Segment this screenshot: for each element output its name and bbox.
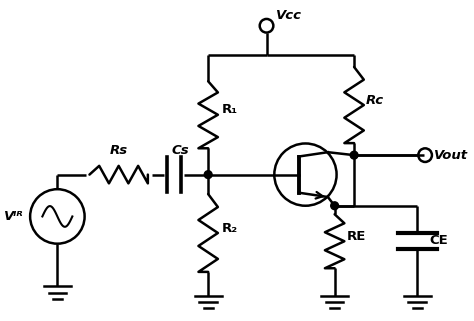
Text: R₂: R₂: [222, 221, 238, 235]
Text: CE: CE: [429, 234, 448, 247]
Circle shape: [204, 171, 212, 178]
Circle shape: [350, 151, 358, 159]
Circle shape: [331, 202, 338, 210]
Text: RE: RE: [346, 230, 365, 243]
Text: Vcc: Vcc: [276, 9, 302, 22]
Text: R₁: R₁: [222, 103, 238, 117]
Text: Cs: Cs: [171, 144, 189, 157]
Text: Vout: Vout: [434, 149, 468, 162]
Text: Vᴵᴿ: Vᴵᴿ: [4, 210, 23, 223]
Text: Rc: Rc: [366, 94, 384, 107]
Text: Rs: Rs: [109, 144, 128, 157]
